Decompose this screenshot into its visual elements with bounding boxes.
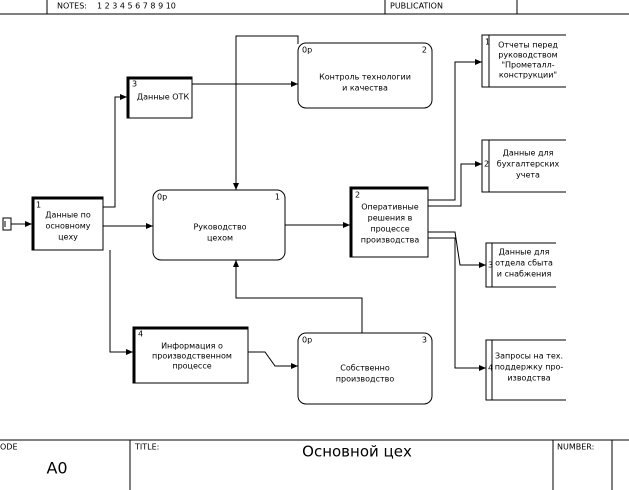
data-store: 2 Данные для бухгалтерских учета bbox=[481, 139, 566, 193]
node-label: конструкции" bbox=[499, 71, 557, 80]
node-label: и снабжения bbox=[497, 270, 552, 279]
data-store: 1 Данные по основному цеху bbox=[31, 196, 104, 251]
node-label-field: ODE bbox=[0, 443, 18, 452]
node-label: Оперативные bbox=[361, 203, 419, 212]
node-label: Данные для bbox=[503, 149, 554, 158]
node-label: процессе bbox=[370, 225, 409, 234]
arrows bbox=[11, 35, 486, 371]
node-number: 1 bbox=[485, 38, 490, 47]
node-label: производство bbox=[336, 375, 395, 384]
node-label: Данные ОТК bbox=[137, 93, 190, 102]
node-label: "Прометалл- bbox=[501, 61, 554, 70]
footer: ODE A0 TITLE: Основной цех NUMBER: bbox=[0, 439, 629, 490]
node-number: 3 bbox=[132, 80, 137, 89]
node-label: Запросы на тех. bbox=[495, 352, 563, 361]
notes-label: NOTES: bbox=[57, 2, 87, 11]
node-label: Отчеты перед bbox=[498, 41, 558, 50]
node-number: 1 bbox=[36, 201, 41, 210]
data-store: 3 Данные ОТК bbox=[126, 76, 193, 119]
node-label: Данные для bbox=[499, 248, 550, 257]
node-number: 3 bbox=[422, 336, 427, 345]
data-store: 4 Запросы на тех. поддержку про- изводст… bbox=[485, 339, 566, 401]
node-tag: 0р bbox=[302, 336, 312, 345]
node-label: процессе bbox=[172, 362, 211, 371]
data-store: 1 Отчеты перед руководством "Прометалл- … bbox=[481, 34, 566, 88]
node-label: отдела сбыта bbox=[495, 259, 553, 268]
process: 0р 2 Контроль технологии и качества bbox=[297, 42, 433, 109]
node-value: A0 bbox=[46, 459, 67, 478]
title-label: TITLE: bbox=[134, 443, 159, 452]
node-number: 1 bbox=[275, 193, 280, 202]
node-number: 2 bbox=[422, 46, 427, 55]
node-label: изводства bbox=[507, 374, 550, 383]
data-store: 4 Информация о производственном процессе bbox=[132, 326, 249, 384]
node-label: Собственно bbox=[340, 364, 390, 373]
node-number: 2 bbox=[484, 160, 489, 169]
external-entity bbox=[2, 217, 12, 231]
node-label: и качества bbox=[342, 84, 388, 93]
node-label: Контроль технологии bbox=[319, 73, 411, 82]
node-number: 2 bbox=[355, 191, 360, 200]
node-label: цеху bbox=[58, 233, 78, 242]
node-label: Руководство bbox=[193, 223, 246, 232]
notes-numbers: 1 2 3 4 5 6 7 8 9 10 bbox=[97, 2, 176, 11]
node-number: 4 bbox=[488, 364, 493, 373]
data-store: 2 Оперативные решения в процессе произво… bbox=[349, 186, 429, 258]
node-label: бухгалтерских bbox=[497, 160, 560, 169]
node-label: учета bbox=[516, 171, 540, 180]
node-label: руководством bbox=[498, 51, 557, 60]
node-number: 4 bbox=[138, 330, 143, 339]
node-label: производственном bbox=[152, 352, 232, 361]
node-label: производства bbox=[361, 236, 420, 245]
node-label: поддержку про- bbox=[495, 363, 564, 372]
node-label: Данные по bbox=[45, 211, 91, 220]
data-store: 3 Данные для отдела сбыта и снабжения bbox=[485, 242, 556, 288]
node-tag: 0р bbox=[157, 193, 167, 202]
publication: PUBLICATION bbox=[390, 2, 443, 11]
node-label: цехом bbox=[207, 234, 233, 243]
node-number: 3 bbox=[488, 261, 493, 270]
diagram-title: Основной цех bbox=[302, 443, 412, 461]
node-label: основному bbox=[45, 222, 90, 231]
node-label: решения в bbox=[368, 214, 413, 223]
header: NOTES: 1 2 3 4 5 6 7 8 9 10 PUBLICATION bbox=[0, 0, 629, 15]
process: 0р 1 Руководство цехом bbox=[152, 189, 286, 261]
node-label: Информация о bbox=[161, 342, 223, 351]
process: 0р 3 Собственно производство bbox=[297, 332, 433, 405]
number-label: NUMBER: bbox=[557, 443, 594, 452]
node-tag: 0р bbox=[302, 46, 312, 55]
